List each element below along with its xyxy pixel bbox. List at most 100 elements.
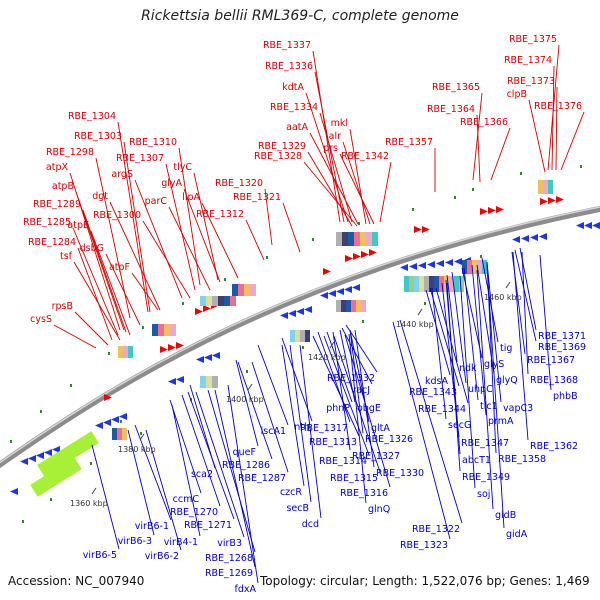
forward-callout-line <box>82 209 127 333</box>
reverse-gene-arrow <box>196 356 204 363</box>
forward-callout-line <box>349 128 367 225</box>
reverse-gene-label: ndk <box>459 363 477 374</box>
feature-block <box>200 376 206 388</box>
feature-block <box>538 180 543 194</box>
feature-block <box>354 232 360 246</box>
forward-gene-arrow <box>323 268 331 275</box>
reverse-gene-label: RBE_1371 <box>538 331 586 342</box>
forward-gene-label: atpF <box>109 262 130 273</box>
forward-callout-line <box>339 153 375 225</box>
reverse-gene-label: RBE_1268 <box>205 553 253 564</box>
reverse-gene-arrow <box>530 234 538 241</box>
gc-marker <box>224 278 226 281</box>
forward-gene-label: kdtA <box>282 82 304 93</box>
feature-block <box>414 276 419 292</box>
forward-gene-arrow <box>353 253 361 260</box>
tick-mark <box>247 383 253 391</box>
reverse-gene-arrow <box>400 264 408 271</box>
reverse-gene-label: abcT1 <box>462 455 491 466</box>
feature-block <box>200 296 206 306</box>
reverse-gene-arrow <box>512 236 520 243</box>
forward-gene-arrow <box>369 249 377 256</box>
forward-gene-label: glyA <box>161 178 182 189</box>
feature-block <box>548 180 553 194</box>
reverse-callout-line <box>341 327 373 385</box>
reverse-gene-label: RBE_1314 <box>319 456 367 467</box>
forward-callout-line <box>109 201 161 311</box>
reverse-gene-label: vapC3 <box>503 403 533 414</box>
reverse-gene-arrow <box>539 233 547 240</box>
reverse-gene-arrow <box>521 235 529 242</box>
reverse-callout-line <box>181 394 221 507</box>
reverse-callout-line <box>345 324 378 373</box>
reverse-callout-line <box>214 389 256 568</box>
reverse-gene-arrow <box>427 261 435 268</box>
forward-callout-line <box>551 65 555 171</box>
forward-callout-line <box>303 161 358 227</box>
forward-callout-line <box>309 132 359 225</box>
forward-gene-label: RBE_1375 <box>509 34 557 45</box>
reverse-callout-line <box>195 391 245 538</box>
reverse-gene-arrow <box>95 422 103 429</box>
feature-block <box>218 296 224 306</box>
reverse-gene-arrow <box>204 354 212 361</box>
reverse-gene-arrow <box>212 352 220 359</box>
feature-block <box>360 232 366 246</box>
forward-gene-label: tlyC <box>173 162 192 173</box>
forward-callout-line <box>528 99 546 173</box>
reverse-gene-arrow <box>52 446 60 453</box>
reverse-gene-arrow <box>288 310 296 317</box>
forward-callout-line <box>74 311 109 346</box>
reverse-callout-line <box>512 251 529 441</box>
reverse-gene-label: RBE_1271 <box>184 520 232 531</box>
reverse-callout-line <box>471 264 487 416</box>
forward-gene-label: RBE_1304 <box>68 111 116 122</box>
reverse-callout-line <box>399 319 463 524</box>
reverse-gene-label: RBE_1270 <box>170 507 218 518</box>
gc-marker <box>424 302 426 305</box>
reverse-gene-arrow <box>296 308 304 315</box>
gc-marker <box>266 256 268 259</box>
reverse-callout-line <box>431 287 447 420</box>
reverse-callout-line <box>257 344 289 426</box>
reverse-callout-line <box>429 287 460 387</box>
feature-block <box>356 300 361 312</box>
feature-block <box>250 284 256 296</box>
feature-block <box>232 284 238 296</box>
forward-gene-arrow <box>176 342 184 349</box>
reverse-gene-label: virB4-1 <box>164 537 198 548</box>
forward-callout-line <box>472 92 483 181</box>
reverse-gene-label: fdxA <box>235 584 257 595</box>
gc-marker <box>480 255 482 258</box>
forward-gene-label: RBE_1310 <box>129 137 177 148</box>
forward-gene-label: RBE_1321 <box>233 192 281 203</box>
forward-gene-label: clpB <box>507 89 527 100</box>
forward-gene-label: prs <box>323 143 338 154</box>
tick-mark <box>91 487 97 495</box>
reverse-callout-line <box>317 331 351 423</box>
reverse-gene-arrow <box>436 260 444 267</box>
feature-block <box>206 296 212 306</box>
reverse-gene-label: RBE_1313 <box>309 437 357 448</box>
forward-gene-label: RBE_1303 <box>74 131 122 142</box>
reverse-callout-line <box>481 257 499 343</box>
feature-block <box>342 232 348 246</box>
gc-marker <box>520 172 522 175</box>
reverse-callout-line <box>281 344 305 487</box>
reverse-gene-label: RBE_1343 <box>409 387 457 398</box>
reverse-gene-label: soj <box>477 489 490 500</box>
tick-label: 1380 kbp <box>118 445 156 454</box>
forward-callout-line <box>168 206 211 291</box>
forward-gene-label: RBE_1329 <box>258 141 306 152</box>
reverse-callout-line <box>459 275 476 489</box>
forward-callout-line <box>282 202 301 253</box>
reverse-gene-label: queF <box>233 447 256 458</box>
reverse-gene-label: RBE_1317 <box>300 423 348 434</box>
gc-marker <box>472 188 474 191</box>
forward-gene-arrow <box>540 198 548 205</box>
reverse-gene-arrow <box>328 290 336 297</box>
reverse-gene-label: virB6-3 <box>118 536 152 547</box>
reverse-callout-line <box>332 331 351 451</box>
forward-gene-label: argS <box>111 169 133 180</box>
reverse-gene-label: RBE_1269 <box>205 568 253 579</box>
